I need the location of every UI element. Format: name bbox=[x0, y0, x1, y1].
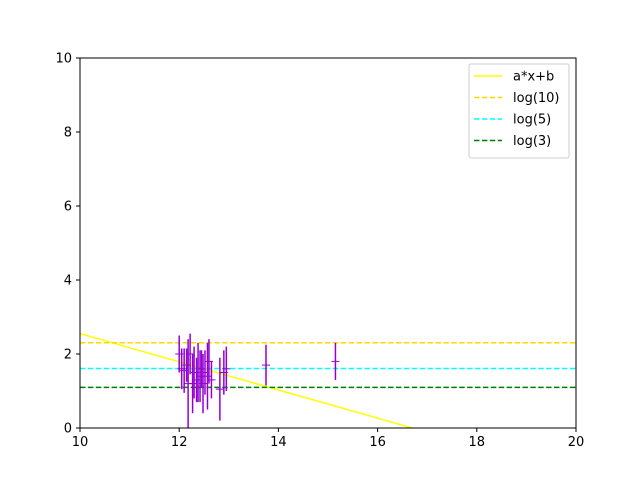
errorbar-point-17 bbox=[215, 357, 224, 421]
x-tick-label-3: 16 bbox=[369, 435, 386, 450]
series-line-0 bbox=[80, 332, 413, 428]
tick-layer: 10 12 14 16 18 20 0 2 4 6 8 10 bbox=[55, 52, 584, 451]
legend-frame bbox=[468, 63, 570, 159]
errorbar-point-20 bbox=[262, 344, 270, 386]
errorbar-point-8 bbox=[192, 357, 201, 403]
x-tick-label-5: 20 bbox=[568, 435, 585, 450]
plot-frame bbox=[79, 57, 577, 429]
legend: a*x+b log(10) log(5) log(3) bbox=[468, 63, 570, 159]
y-tick-label-1: 2 bbox=[64, 348, 72, 363]
x-tick-label-2: 14 bbox=[270, 435, 287, 450]
y-tick-label-4: 8 bbox=[64, 126, 72, 141]
y-tick-label-2: 4 bbox=[64, 274, 72, 289]
legend-label-2: log(5) bbox=[513, 113, 551, 128]
legend-label-1: log(10) bbox=[513, 91, 560, 106]
errorbar-point-19 bbox=[222, 346, 231, 391]
errorbar-point-16 bbox=[207, 361, 216, 399]
errorbar-point-21 bbox=[331, 342, 340, 380]
x-tick-label-0: 10 bbox=[72, 435, 89, 450]
y-tick-label-0: 0 bbox=[64, 422, 72, 437]
x-tick-label-4: 18 bbox=[469, 435, 486, 450]
x-tick-label-1: 12 bbox=[171, 435, 188, 450]
legend-label-3: log(3) bbox=[513, 134, 551, 149]
legend-label-0: a*x+b bbox=[513, 70, 554, 85]
errorbar-layer bbox=[175, 333, 340, 428]
y-tick-label-5: 10 bbox=[55, 52, 72, 67]
y-tick-label-3: 6 bbox=[64, 200, 72, 215]
errorbar-point-14 bbox=[203, 342, 212, 410]
series-layer bbox=[80, 332, 576, 428]
errorbar-point-6 bbox=[188, 354, 197, 414]
errorbar-point-11 bbox=[197, 350, 206, 388]
